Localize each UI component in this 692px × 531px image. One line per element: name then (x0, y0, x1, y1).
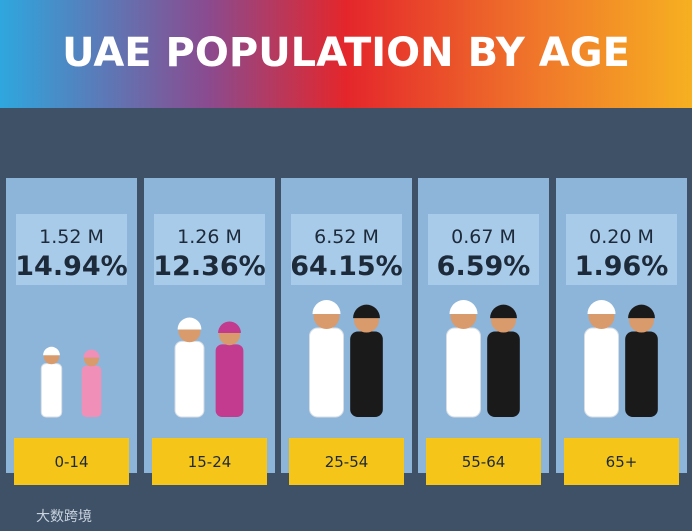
stat-box (16, 214, 127, 285)
figure-body (40, 363, 63, 418)
title: UAE POPULATION BY AGE (62, 30, 630, 76)
age-box (14, 438, 129, 485)
figure-body (487, 331, 520, 417)
figure-headwear (628, 304, 655, 319)
figure-body (446, 327, 481, 418)
population: 0.67 M (451, 226, 516, 248)
figure-body (584, 327, 619, 418)
stat-box (154, 214, 265, 285)
population: 1.26 M (177, 226, 242, 248)
stat-box (291, 214, 402, 285)
figure-headwear (353, 304, 380, 319)
share: 1.96% (575, 251, 669, 282)
figure-body (81, 365, 102, 417)
share: 6.59% (437, 251, 531, 282)
figure-headwear (490, 304, 517, 319)
age-box (152, 438, 267, 485)
age-group: 15-24 (188, 453, 232, 471)
figure-body (625, 331, 658, 417)
columns: 1.52 M 14.94% 0-14 1.26 M 12.36% 15-24 6.52 M 6… (6, 178, 687, 485)
figure-body (350, 331, 383, 417)
header-band (0, 0, 692, 108)
age-group: 25-54 (325, 453, 369, 471)
age-box (564, 438, 679, 485)
figure-body (174, 340, 205, 418)
population: 0.20 M (589, 226, 654, 248)
age-group: 0-14 (54, 453, 88, 471)
figure-headwear (218, 321, 241, 333)
figure-headwear (43, 346, 60, 356)
stat-box (566, 214, 677, 285)
age-box (289, 438, 404, 485)
figure-body (309, 327, 344, 418)
figure-headwear (449, 300, 478, 314)
figure-headwear (83, 349, 100, 358)
share: 12.36% (153, 251, 265, 282)
figure-headwear (312, 300, 341, 314)
age-group: 65+ (606, 453, 638, 471)
figure-body (215, 344, 244, 417)
stat-box (428, 214, 539, 285)
age-group: 55-64 (462, 453, 506, 471)
figure-headwear (587, 300, 616, 314)
population: 6.52 M (314, 226, 379, 248)
share: 14.94% (15, 251, 127, 282)
age-box (426, 438, 541, 485)
watermark: 大数跨境 (36, 509, 92, 525)
figure-headwear (177, 317, 202, 330)
population: 1.52 M (39, 226, 104, 248)
share: 64.15% (290, 251, 402, 282)
